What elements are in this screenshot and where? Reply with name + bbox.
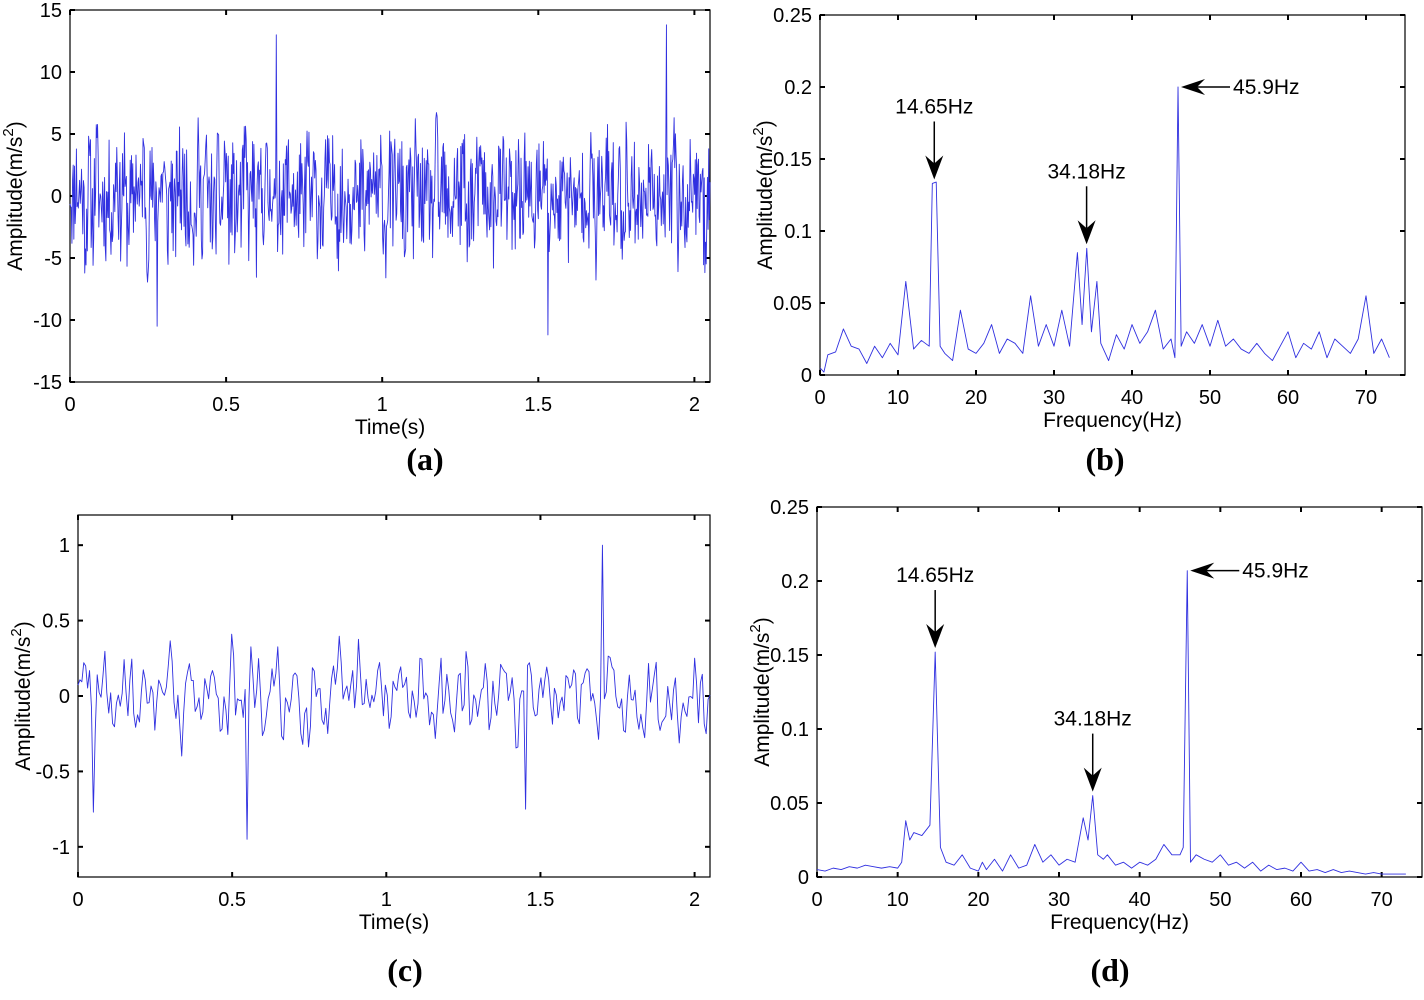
x-tick-label: 20 <box>967 889 989 911</box>
y-tick-label: 15 <box>40 0 62 22</box>
x-tick-label: 0.5 <box>212 394 240 416</box>
x-tick-label: 40 <box>1121 387 1143 409</box>
y-tick-label: 0.5 <box>42 611 70 633</box>
y-tick-label: 0.05 <box>773 293 812 315</box>
x-tick-label: 0 <box>814 387 825 409</box>
annotation-arrow-head <box>926 624 945 649</box>
panel-c-denoised-signal: 0 0.5 1 1.5 2-1-0.500.51Time(s)Amplitude(m/s… <box>8 514 711 988</box>
y-axis-label-text: Amplitude(m/s <box>754 136 777 270</box>
panel-label: (d) <box>1090 952 1129 988</box>
x-tick-label: 50 <box>1209 889 1231 911</box>
x-tick-label: 0.5 <box>218 889 246 911</box>
x-tick-label: 40 <box>1129 889 1151 911</box>
annotation-label: 14.65Hz <box>896 564 974 587</box>
annotation-arrow-head <box>1083 767 1102 792</box>
x-tick-label: 30 <box>1048 889 1070 911</box>
y-axis-label-close: ) <box>754 120 777 127</box>
panel-label: (b) <box>1085 441 1124 477</box>
x-tick-label: 70 <box>1371 889 1393 911</box>
y-axis-label-superscript: 2 <box>0 128 17 136</box>
y-tick-label: 0.25 <box>770 497 809 519</box>
annotation-label: 14.65Hz <box>895 95 973 118</box>
y-tick-label: -10 <box>33 310 62 332</box>
y-axis-label-superscript: 2 <box>750 127 767 135</box>
y-tick-label: 0.1 <box>784 221 812 243</box>
x-tick-label: 10 <box>887 387 909 409</box>
y-tick-label: 0 <box>59 686 70 708</box>
x-tick-label: 1 <box>381 889 392 911</box>
annotation-label: 45.9Hz <box>1233 76 1300 99</box>
panel-d-denoised-spectrum: 0 10 20 30 40 50 60 70 0 0.05 0.1 0.15 0.2 0.25 Freque… <box>747 497 1423 988</box>
y-tick-label: 1 <box>59 535 70 557</box>
y-axis-label: Amplitude(m/s2) <box>0 121 27 271</box>
y-axis-label-superscript: 2 <box>747 624 764 632</box>
series-line-denoised-signal <box>77 544 711 840</box>
y-tick-label: -0.5 <box>36 761 70 783</box>
y-tick-label: 5 <box>51 124 62 146</box>
annotation-label: 34.18Hz <box>1047 160 1125 183</box>
x-tick-label: 2 <box>689 394 700 416</box>
x-tick-label: 1.5 <box>527 889 555 911</box>
x-axis-label: Time(s) <box>355 416 425 439</box>
y-axis-label-text: Amplitude(m/s <box>12 637 35 771</box>
x-tick-label: 20 <box>965 387 987 409</box>
y-tick-label: 0.25 <box>773 5 812 27</box>
y-tick-label: 0 <box>801 365 812 387</box>
annotation-arrow-head <box>925 155 944 180</box>
y-tick-label: 0.2 <box>781 571 809 593</box>
series-line-time-domain-signal <box>69 24 711 336</box>
x-tick-label: 70 <box>1355 387 1377 409</box>
x-tick-label: 30 <box>1043 387 1065 409</box>
x-axis-label: Time(s) <box>359 911 429 934</box>
x-tick-label: 0 <box>811 889 822 911</box>
y-tick-label: -15 <box>33 372 62 394</box>
y-tick-label: 0.2 <box>784 77 812 99</box>
y-axis-label-superscript: 2 <box>8 628 25 636</box>
y-axis-label-close: ) <box>751 617 774 624</box>
y-tick-label: 0 <box>51 186 62 208</box>
y-tick-label: 0.1 <box>781 719 809 741</box>
y-tick-label: 10 <box>40 62 62 84</box>
plot-frame <box>77 514 711 878</box>
y-axis-label: Amplitude(m/s2) <box>747 617 774 767</box>
annotation-arrow-head <box>1077 220 1096 245</box>
panel-label: (a) <box>406 441 443 477</box>
x-axis-label: Frequency(Hz) <box>1050 911 1189 934</box>
y-tick-label: 0.05 <box>770 793 809 815</box>
annotation-label: 45.9Hz <box>1242 560 1309 583</box>
series-line-spectrum <box>819 86 1390 373</box>
plot-frame <box>819 14 1406 376</box>
x-tick-label: 50 <box>1199 387 1221 409</box>
x-tick-label: 0 <box>72 889 83 911</box>
series-line-spectrum <box>816 570 1406 875</box>
annotation-arrow-head <box>1181 79 1206 95</box>
y-tick-label: -5 <box>44 248 62 270</box>
y-axis-label-text: Amplitude(m/s <box>4 137 27 271</box>
y-tick-label: 0.15 <box>773 149 812 171</box>
panel-b-spectrum: 0 10 20 30 40 50 60 70 0 0.05 0.1 0.15 0.2 0.25 Freque… <box>750 5 1406 477</box>
y-axis-label-close: ) <box>4 121 27 128</box>
x-tick-label: 10 <box>887 889 909 911</box>
panel-a-time-signal: 0 0.5 1 1.5 2 -15 -10 -5 0 5 10 15 Time(s) Amplitude(… <box>0 0 711 477</box>
y-axis-label-close: ) <box>12 621 35 628</box>
plot-frame <box>816 506 1423 878</box>
x-tick-label: 1.5 <box>524 394 552 416</box>
panel-label: (c) <box>387 952 423 988</box>
y-axis-label: Amplitude(m/s2) <box>750 120 777 270</box>
y-tick-label: 0 <box>798 867 809 889</box>
y-axis-label-text: Amplitude(m/s <box>751 633 774 767</box>
x-tick-label: 0 <box>64 394 75 416</box>
y-axis-label: Amplitude(m/s2) <box>8 621 35 771</box>
x-tick-label: 1 <box>377 394 388 416</box>
y-tick-label: 0.15 <box>770 645 809 667</box>
y-tick-label: -1 <box>52 837 70 859</box>
x-tick-label: 2 <box>689 889 700 911</box>
x-tick-label: 60 <box>1277 387 1299 409</box>
x-tick-label: 60 <box>1290 889 1312 911</box>
annotation-arrow-head <box>1190 562 1215 579</box>
x-axis-label: Frequency(Hz) <box>1043 409 1182 432</box>
annotation-label: 34.18Hz <box>1054 708 1132 731</box>
